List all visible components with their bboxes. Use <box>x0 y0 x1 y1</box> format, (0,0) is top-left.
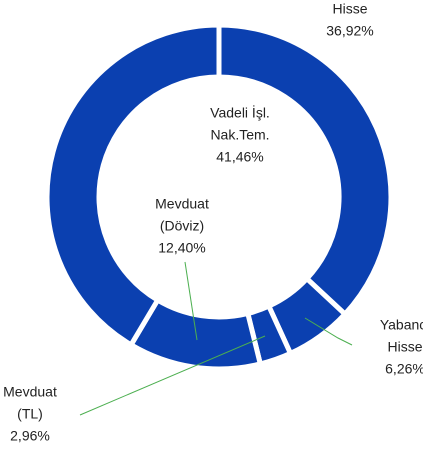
leader-line <box>184 261 198 341</box>
slice-label: Vadeli İşl. <box>210 104 270 121</box>
value-label: 2,96% <box>10 428 50 444</box>
slice-label: (TL) <box>17 406 43 422</box>
value-label: 36,92% <box>326 23 373 39</box>
slice-label: Mevduat <box>155 196 209 212</box>
value-label: 41,46% <box>216 149 263 165</box>
value-label: 6,26% <box>385 361 423 377</box>
slice-label: Mevduat <box>3 384 57 400</box>
slice-label: Nak.Tem. <box>210 127 269 143</box>
leader-line <box>304 317 353 346</box>
slice <box>216 22 394 318</box>
leader-line <box>79 335 266 416</box>
slice-label: (Döviz) <box>160 218 204 234</box>
value-label: 12,40% <box>158 240 205 256</box>
slice-label: Hisse <box>332 1 367 17</box>
slice <box>44 22 222 349</box>
slice-label: Hisse <box>387 339 422 355</box>
slice-label: Yabancı <box>380 317 423 333</box>
